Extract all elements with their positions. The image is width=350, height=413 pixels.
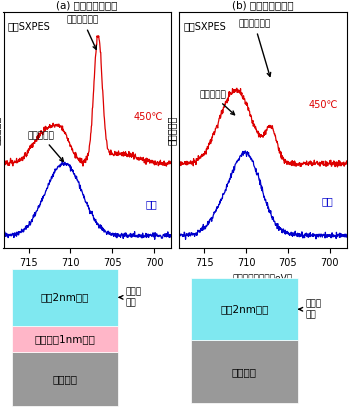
FancyBboxPatch shape — [12, 352, 118, 406]
Text: シリコン: シリコン — [232, 367, 257, 377]
FancyBboxPatch shape — [12, 325, 118, 352]
Text: 室温: 室温 — [146, 199, 158, 209]
Y-axis label: 光電子強度: 光電子強度 — [0, 115, 1, 145]
Title: (b) チタン下地なし: (b) チタン下地なし — [232, 0, 294, 10]
X-axis label: 結合エネルギー（eV）: 結合エネルギー（eV） — [233, 273, 293, 282]
FancyBboxPatch shape — [191, 278, 298, 340]
Text: 鉄のSXPES: 鉄のSXPES — [183, 21, 226, 31]
FancyBboxPatch shape — [191, 340, 298, 403]
FancyBboxPatch shape — [12, 269, 118, 325]
Text: チタン（1nm厚）: チタン（1nm厚） — [34, 334, 95, 344]
Title: (a) チタン下地あり: (a) チタン下地あり — [56, 0, 118, 10]
Text: 450℃: 450℃ — [133, 112, 163, 122]
Y-axis label: 光電子強度: 光電子強度 — [166, 115, 176, 145]
Text: 酸化した鉄: 酸化した鉄 — [199, 90, 234, 115]
Text: 450℃: 450℃ — [309, 100, 338, 110]
Text: ここを
分析: ここを 分析 — [299, 299, 322, 319]
Text: 還元された鉄: 還元された鉄 — [238, 19, 271, 76]
Text: 酸化した鉄: 酸化した鉄 — [28, 131, 63, 161]
Text: 還元された鉄: 還元された鉄 — [67, 16, 99, 49]
Text: ここを
分析: ここを 分析 — [119, 288, 142, 307]
Text: 鉄（2nm厚）: 鉄（2nm厚） — [41, 292, 89, 302]
Text: 室温: 室温 — [321, 197, 333, 206]
Text: 鉄（2nm厚）: 鉄（2nm厚） — [220, 304, 268, 314]
X-axis label: 結合エネルギー（eV）: 結合エネルギー（eV） — [57, 273, 117, 282]
Text: 鉄のSXPES: 鉄のSXPES — [8, 21, 50, 31]
Text: シリコン: シリコン — [52, 374, 77, 384]
